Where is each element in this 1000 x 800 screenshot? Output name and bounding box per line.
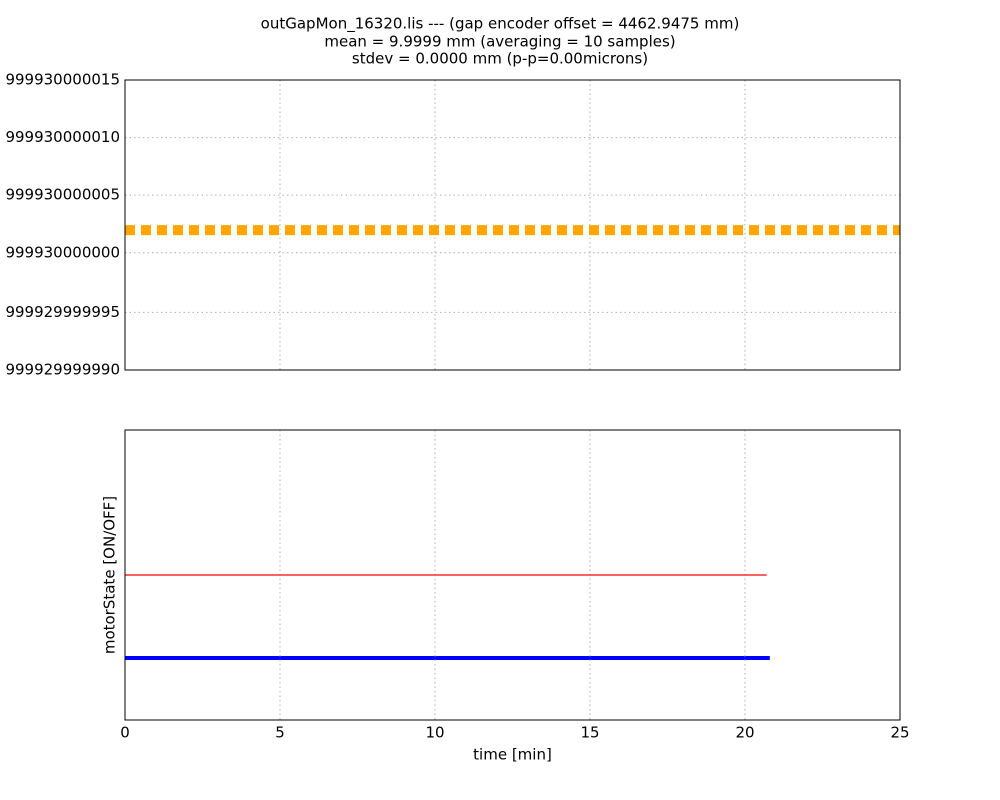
x-tick-label: 10 [425, 724, 444, 742]
y-tick-label: 999930000015 [5, 71, 120, 89]
x-tick-label: 5 [275, 724, 285, 742]
y-tick-label: 999930000005 [5, 186, 120, 204]
chart-title: stdev = 0.0000 mm (p-p=0.00microns) [352, 50, 648, 68]
y-tick-label: 999930000010 [5, 128, 120, 146]
y-axis-label: motorState [ON/OFF] [101, 496, 119, 654]
y-tick-label: 999930000000 [5, 243, 120, 261]
chart-title: outGapMon_16320.lis --- (gap encoder off… [261, 15, 740, 34]
plot-frame [124, 79, 901, 371]
x-tick-label: 15 [580, 724, 599, 742]
x-axis-label: time [min] [473, 746, 552, 764]
y-tick-label: 999929999995 [5, 303, 120, 321]
x-tick-label: 25 [890, 724, 909, 742]
y-tick-label: 999929999990 [5, 361, 120, 379]
x-tick-label: 20 [735, 724, 754, 742]
chart-title: mean = 9.9999 mm (averaging = 10 samples… [324, 33, 675, 51]
x-tick-label: 0 [120, 724, 130, 742]
plot-frame [124, 429, 901, 721]
